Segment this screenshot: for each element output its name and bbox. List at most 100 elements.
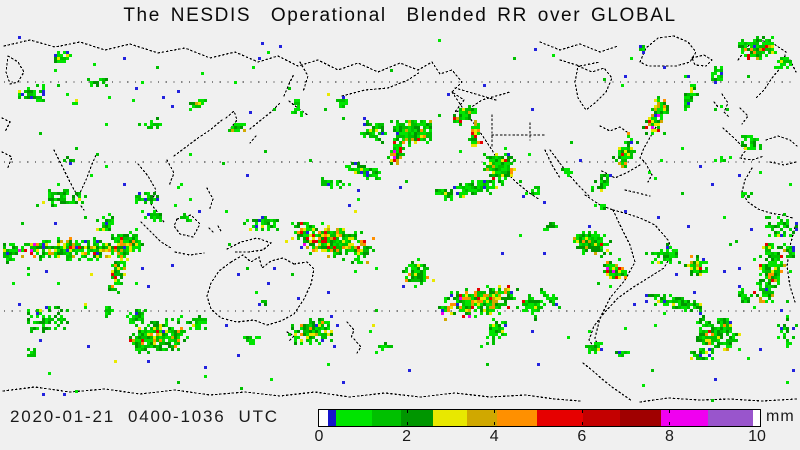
precip-cell: [660, 159, 663, 162]
precip-cell: [240, 123, 243, 126]
precip-cell: [114, 282, 117, 285]
precip-cell: [678, 300, 681, 303]
precip-cell: [510, 168, 513, 171]
precip-cell: [684, 93, 687, 96]
precip-cell: [492, 309, 495, 312]
precip-cell: [60, 309, 63, 312]
precip-cell: [378, 126, 381, 129]
precip-cell: [201, 102, 204, 105]
precip-cell: [618, 354, 621, 357]
precip-cell: [129, 246, 132, 249]
precip-cell: [534, 300, 537, 303]
precip-cell: [60, 195, 63, 198]
precip-cell: [525, 309, 528, 312]
precip-cell: [717, 330, 720, 333]
coastline-arabia-caspian: [1, 55, 25, 171]
precip-cell: [303, 330, 306, 333]
precip-cell: [699, 339, 702, 342]
precip-cell: [504, 177, 507, 180]
precip-cell: [552, 300, 555, 303]
precip-cell: [486, 294, 489, 297]
precip-cell: [774, 261, 777, 264]
precip-cell: [474, 291, 477, 294]
precip-cell: [375, 135, 378, 138]
precip-cell: [45, 246, 48, 249]
precip-cell: [411, 270, 414, 273]
precip-cell: [156, 339, 159, 342]
precip-cell: [150, 126, 153, 129]
precip-cell: [462, 192, 465, 195]
precip-cell: [666, 303, 669, 306]
precip-cell: [594, 249, 597, 252]
precip-cell: [750, 147, 753, 150]
precip-cell: [54, 204, 57, 207]
precip-cell: [348, 243, 351, 246]
precip-cell: [342, 240, 345, 243]
precip-cell: [108, 285, 111, 288]
precip-cell: [324, 333, 327, 336]
precip-cell: [537, 189, 540, 192]
precip-cell: [588, 345, 591, 348]
precip-cell: [783, 213, 786, 216]
precip-cell: [30, 246, 33, 249]
precip-cell: [192, 102, 195, 105]
precip-cell: [84, 246, 87, 249]
precip-cell: [465, 303, 468, 306]
precip-cell: [657, 261, 660, 264]
precip-cell: [648, 120, 651, 123]
precip-cell: [774, 276, 777, 279]
precip-cell: [549, 225, 552, 228]
precip-cell: [408, 129, 411, 132]
precip-cell: [57, 198, 60, 201]
precip-cell: [318, 237, 321, 240]
precip-cell: [510, 291, 513, 294]
precip-cell: [234, 126, 237, 129]
precip-cell: [354, 171, 357, 174]
precip-cell: [462, 195, 465, 198]
precip-cell: [33, 96, 36, 99]
precip-cell: [627, 156, 630, 159]
precip-cell: [657, 123, 660, 126]
precip-cell: [267, 225, 270, 228]
precip-cell: [504, 168, 507, 171]
precip-cell: [549, 222, 552, 225]
precip-cell: [408, 123, 411, 126]
precip-cell: [12, 246, 15, 249]
precip-cell: [324, 327, 327, 330]
precip-cell: [30, 330, 33, 333]
precip-cell: [63, 198, 66, 201]
precip-cell: [363, 174, 366, 177]
precip-cell: [147, 198, 150, 201]
precip-cell: [738, 42, 741, 45]
precip-cell: [174, 345, 177, 348]
precip-cell: [27, 90, 30, 93]
precip-cell: [399, 147, 402, 150]
precip-cell: [660, 252, 663, 255]
precip-cell: [594, 348, 597, 351]
precip-cell: [726, 333, 729, 336]
precip-cell: [480, 291, 483, 294]
precip-cell: [666, 105, 669, 108]
precip-cell: [657, 102, 660, 105]
precip-cell: [603, 252, 606, 255]
precip-cell: [771, 273, 774, 276]
precip-cell: [783, 336, 786, 339]
precip-cell: [171, 339, 174, 342]
precip-cell: [669, 252, 672, 255]
precip-cell: [789, 249, 792, 252]
precip-cell: [354, 234, 357, 237]
precip-cell: [732, 333, 735, 336]
precip-cell: [594, 252, 597, 255]
precip-cell: [726, 348, 729, 351]
precip-cell: [117, 237, 120, 240]
precip-cell: [621, 270, 624, 273]
precip-cell: [192, 105, 195, 108]
precip-cell: [471, 300, 474, 303]
precip-cell: [783, 327, 786, 330]
precip-cell: [288, 333, 291, 336]
precip-cell: [135, 198, 138, 201]
precip-cell: [444, 318, 447, 321]
precip-cell: [786, 342, 789, 345]
precip-cell: [330, 249, 333, 252]
precip-cell: [741, 300, 744, 303]
